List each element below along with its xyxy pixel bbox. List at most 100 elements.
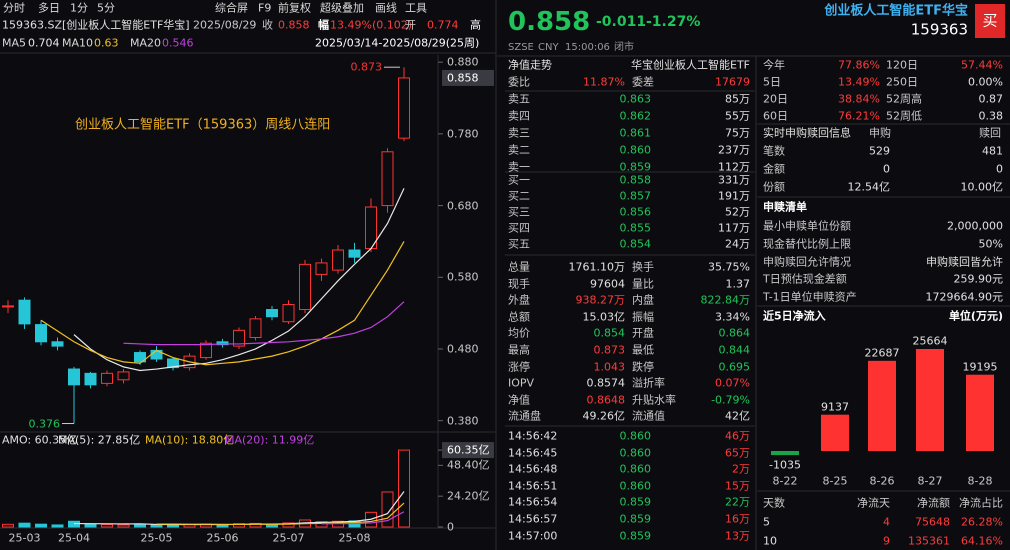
data-label: -1035 <box>769 458 801 472</box>
level-label: 买一 <box>508 173 530 187</box>
field-label: 最小申赎单位份额 <box>763 219 851 233</box>
field-label: 开 <box>405 18 416 32</box>
buy-button[interactable]: 买 <box>982 11 998 30</box>
level-price: 0.862 <box>619 109 652 123</box>
toolbar-button[interactable]: 画线 <box>375 1 397 15</box>
field-value: 申购赎回皆允许 <box>926 255 1003 269</box>
inflow-bar <box>771 451 799 456</box>
field-value: 0.8574 <box>586 376 626 390</box>
security-name: 159363.SZ[创业板人工智能ETF华宝] <box>2 18 190 32</box>
level-volume: 117万 <box>718 221 750 235</box>
x-tick-label: 8-27 <box>917 474 943 488</box>
volume-ma-line <box>156 502 405 526</box>
amplitude: 13.49%(0.102) <box>330 18 413 32</box>
trade-price: 0.859 <box>619 529 652 543</box>
volume-bar <box>381 491 394 528</box>
fund-name: 创业板人工智能ETF华宝 <box>824 3 968 19</box>
field-value: 38.84% <box>838 92 880 106</box>
data-label: 22687 <box>864 346 900 360</box>
toolbar-button[interactable]: 综合屏 <box>215 1 248 15</box>
field-value: 15.03亿 <box>582 310 626 324</box>
level-volume: 191万 <box>718 189 750 203</box>
level-price: 0.861 <box>619 126 652 140</box>
field-value: -0.79% <box>711 393 750 407</box>
field-label: 内盘 <box>632 293 654 307</box>
x-tick-label: 8-22 <box>772 474 798 488</box>
y-tick-label: 60.35亿 <box>447 443 490 457</box>
field-value: 97604 <box>590 277 625 291</box>
level-price: 0.855 <box>619 221 652 235</box>
field-label: 流通值 <box>632 409 665 423</box>
x-tick-label: 8-26 <box>869 474 895 488</box>
volume-bar <box>233 523 245 528</box>
field-label: 换手 <box>632 260 654 274</box>
candle-body <box>266 309 278 318</box>
section-title: 近5日净流入 <box>763 309 826 323</box>
volume-ma-line <box>73 491 405 526</box>
data-label: 25664 <box>912 334 948 348</box>
current-price: 0.858 <box>447 71 479 85</box>
candle-body <box>84 372 97 386</box>
field-value: 0.07% <box>715 376 750 390</box>
field-value: 1.043 <box>593 360 626 374</box>
inflow-bar <box>966 374 994 451</box>
price-marker <box>442 69 494 86</box>
y-tick-label: 48.40亿 <box>447 458 490 472</box>
level-price: 0.863 <box>619 92 652 106</box>
toolbar-button[interactable]: 超级叠加 <box>320 1 364 15</box>
field-label: 开盘 <box>632 326 654 340</box>
y-tick-label: 0.380 <box>447 414 479 428</box>
data-label: 19195 <box>962 360 998 374</box>
volume-bar <box>216 524 229 528</box>
table-cell: 5 <box>763 515 770 529</box>
field-label: 净值 <box>508 393 530 407</box>
toolbar-button[interactable]: 前复权 <box>278 1 311 15</box>
low-label: 0.376 <box>28 417 61 431</box>
candle-body <box>315 262 328 275</box>
field-label: 总额 <box>508 310 530 324</box>
field-label: 量比 <box>632 277 654 291</box>
table-cell: 4 <box>883 515 890 529</box>
tab[interactable]: 净值走势 <box>508 58 552 72</box>
volume-bar <box>84 523 97 528</box>
open-price: 0.774 <box>427 18 459 32</box>
toolbar-button[interactable]: 1分 <box>70 1 88 15</box>
level-volume: 52万 <box>725 205 750 219</box>
candle-body <box>332 249 344 271</box>
field-label: 20日 <box>763 92 788 106</box>
volume-bar <box>398 449 410 528</box>
toolbar-button[interactable]: F9 <box>258 1 272 15</box>
field-value: 0.00% <box>968 75 1003 89</box>
field-label: 均价 <box>508 326 530 340</box>
level-label: 卖四 <box>508 109 530 123</box>
level-label: 买五 <box>508 237 530 251</box>
high-label: 0.873 <box>350 60 383 74</box>
change-pct: -1.27% <box>646 14 701 30</box>
level-volume: 331万 <box>718 173 750 187</box>
toolbar-button[interactable]: 工具 <box>405 1 427 15</box>
field-label: 振幅 <box>632 310 654 324</box>
fund-code: 159363 <box>910 20 968 39</box>
toolbar-button[interactable]: 5分 <box>97 1 115 15</box>
close-price: 0.858 <box>278 18 310 32</box>
volume-bar <box>51 524 64 528</box>
field-label: 涨停 <box>508 360 530 374</box>
toolbar-button[interactable]: 分时 <box>3 1 25 15</box>
candle-body <box>2 305 14 308</box>
trade-time: 14:56:45 <box>508 446 558 460</box>
toolbar-button[interactable]: 多日 <box>38 1 60 15</box>
candle-body <box>200 342 212 359</box>
volume-bar <box>167 524 179 528</box>
field-value: 481 <box>982 144 1003 158</box>
trade-time: 14:57:00 <box>508 529 558 543</box>
field-label: T-1日单位申赎资产 <box>763 290 857 304</box>
field-value: 0.38 <box>978 109 1004 123</box>
volume-bar <box>282 522 295 528</box>
volume-bar <box>2 523 14 528</box>
badge[interactable]: 高 <box>470 18 481 32</box>
last-price: 0.858 <box>508 7 591 37</box>
field-label: 总量 <box>508 260 530 274</box>
trade-time: 14:56:51 <box>508 479 558 493</box>
field-label: 幅 <box>318 18 329 32</box>
